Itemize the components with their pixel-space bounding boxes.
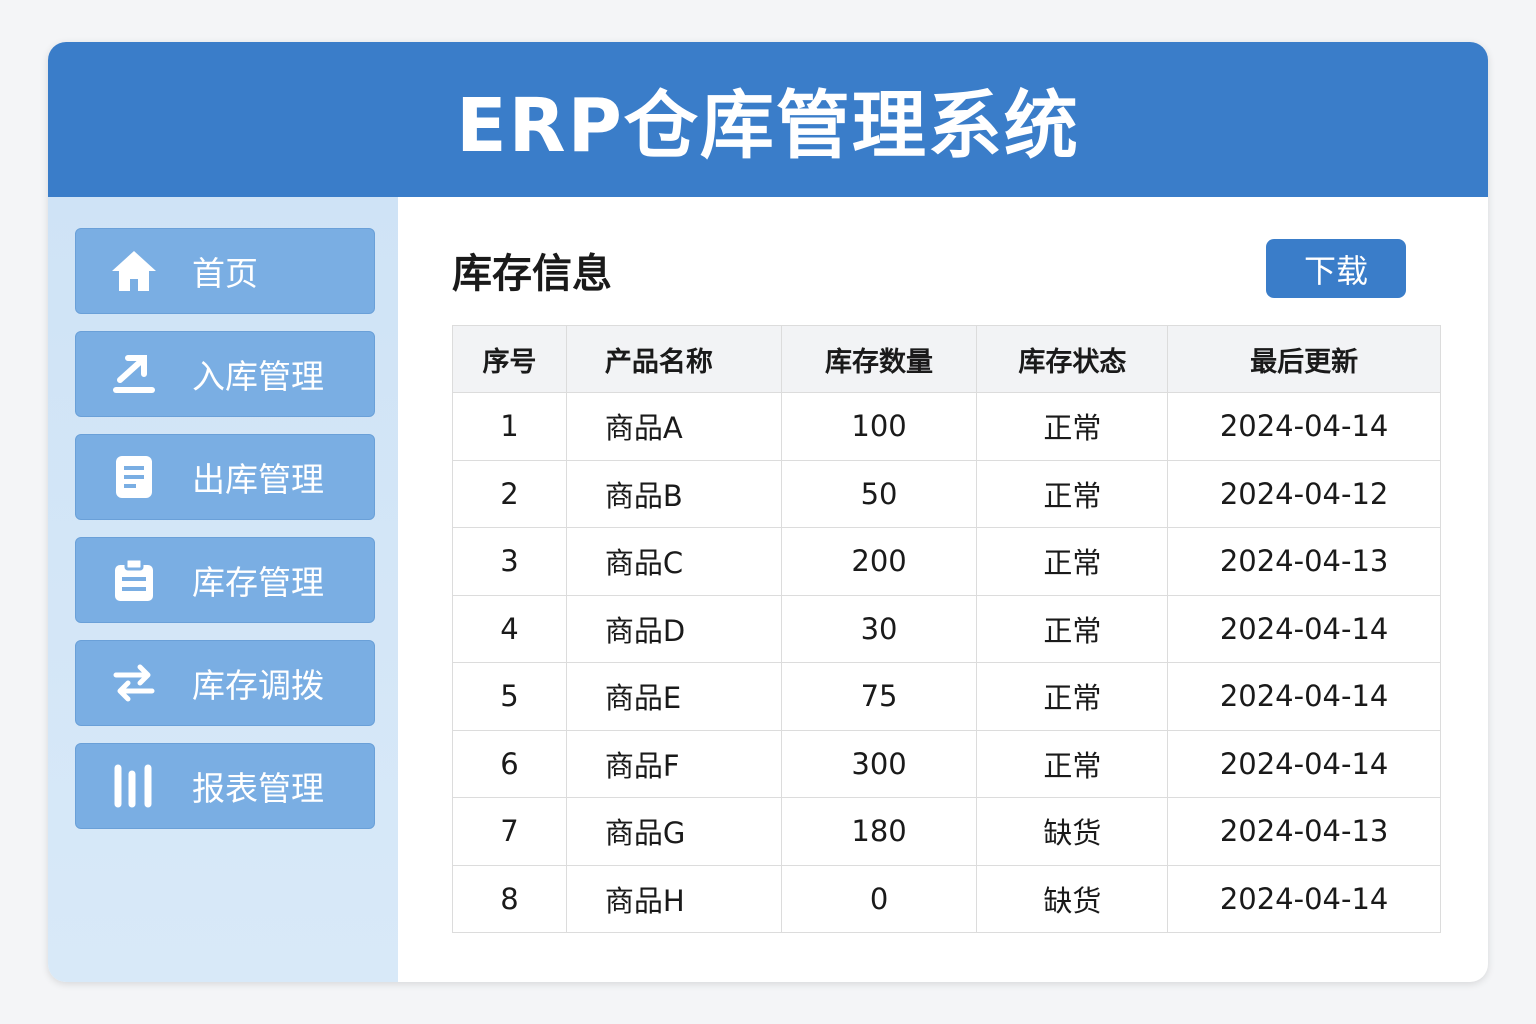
download-button[interactable]: 下载 [1266, 239, 1406, 298]
table-cell: 2024-04-14 [1167, 392, 1441, 461]
table-cell: 正常 [976, 527, 1169, 596]
table-cell: 0 [780, 864, 978, 933]
table-cell: 2024-04-14 [1167, 864, 1441, 933]
table-cell: 2024-04-12 [1167, 459, 1441, 528]
page-title: 库存信息 [452, 251, 612, 297]
app-header: ERP仓库管理系统 [48, 42, 1488, 197]
sidebar-item-label: 库存调拨 [192, 666, 324, 705]
sidebar-item-2[interactable]: 出库管理 [75, 434, 375, 520]
table-cell: 2024-04-14 [1167, 594, 1441, 663]
column-header: 序号 [452, 325, 567, 393]
table-row[interactable]: 3 商品C 200 正常 2024-04-13 [452, 527, 1441, 596]
table-row[interactable]: 1 商品A 100 正常 2024-04-14 [452, 392, 1441, 461]
app-window: ERP仓库管理系统 首页入库管理出库管理库存管理库存调拨报表管理 库存信息 下载… [48, 42, 1488, 982]
table-row[interactable]: 2 商品B 50 正常 2024-04-12 [452, 459, 1441, 528]
home-icon [76, 249, 192, 293]
table-cell: 商品E [565, 662, 782, 731]
sidebar: 首页入库管理出库管理库存管理库存调拨报表管理 [48, 197, 398, 982]
table-row[interactable]: 6 商品F 300 正常 2024-04-14 [452, 729, 1441, 798]
table-cell: 商品G [565, 797, 782, 866]
table-cell: 3 [452, 527, 567, 596]
table-cell: 商品H [565, 864, 782, 933]
table-cell: 2 [452, 459, 567, 528]
sidebar-item-1[interactable]: 入库管理 [75, 331, 375, 417]
main-content: 库存信息 下载 序号 产品名称 库存数量 库存状态 最后更新 1 商品A 100 正常 2024… [398, 197, 1488, 982]
inventory-table: 序号 产品名称 库存数量 库存状态 最后更新 1 商品A 100 正常 2024-04-14 2 商… [452, 325, 1441, 933]
upload-icon [76, 352, 192, 396]
sidebar-item-label: 入库管理 [192, 357, 324, 396]
table-cell: 1 [452, 392, 567, 461]
column-header: 库存数量 [780, 325, 978, 393]
table-cell: 2024-04-13 [1167, 527, 1441, 596]
table-cell: 30 [780, 594, 978, 663]
table-cell: 缺货 [976, 797, 1169, 866]
table-cell: 商品A [565, 392, 782, 461]
sidebar-item-3[interactable]: 库存管理 [75, 537, 375, 623]
clipboard-icon [76, 557, 192, 603]
sidebar-item-5[interactable]: 报表管理 [75, 743, 375, 829]
table-cell: 75 [780, 662, 978, 731]
table-cell: 6 [452, 729, 567, 798]
table-row[interactable]: 7 商品G 180 缺货 2024-04-13 [452, 797, 1441, 866]
table-cell: 正常 [976, 729, 1169, 798]
table-cell: 50 [780, 459, 978, 528]
table-cell: 4 [452, 594, 567, 663]
table-cell: 2024-04-13 [1167, 797, 1441, 866]
table-cell: 5 [452, 662, 567, 731]
table-cell: 2024-04-14 [1167, 729, 1441, 798]
column-header: 库存状态 [976, 325, 1169, 393]
table-cell: 商品F [565, 729, 782, 798]
table-cell: 商品C [565, 527, 782, 596]
table-cell: 100 [780, 392, 978, 461]
app-title: ERP仓库管理系统 [456, 83, 1080, 169]
column-header: 最后更新 [1167, 325, 1441, 393]
bar-chart-icon [76, 764, 192, 808]
sidebar-item-label: 出库管理 [192, 460, 324, 499]
table-row[interactable]: 5 商品E 75 正常 2024-04-14 [452, 662, 1441, 731]
sidebar-item-4[interactable]: 库存调拨 [75, 640, 375, 726]
table-row[interactable]: 4 商品D 30 正常 2024-04-14 [452, 594, 1441, 663]
column-header: 产品名称 [565, 325, 782, 393]
table-cell: 正常 [976, 662, 1169, 731]
sidebar-item-label: 库存管理 [192, 563, 324, 602]
document-icon [76, 454, 192, 500]
table-cell: 商品D [565, 594, 782, 663]
table-cell: 2024-04-14 [1167, 662, 1441, 731]
sidebar-item-label: 报表管理 [192, 769, 324, 808]
table-cell: 300 [780, 729, 978, 798]
table-cell: 正常 [976, 459, 1169, 528]
sidebar-item-label: 首页 [192, 254, 258, 293]
table-cell: 正常 [976, 392, 1169, 461]
table-cell: 8 [452, 864, 567, 933]
table-cell: 正常 [976, 594, 1169, 663]
table-cell: 缺货 [976, 864, 1169, 933]
transfer-arrows-icon [76, 663, 192, 703]
table-cell: 7 [452, 797, 567, 866]
table-cell: 商品B [565, 459, 782, 528]
table-header-row: 序号 产品名称 库存数量 库存状态 最后更新 [452, 325, 1441, 393]
table-row[interactable]: 8 商品H 0 缺货 2024-04-14 [452, 864, 1441, 933]
table-cell: 180 [780, 797, 978, 866]
table-cell: 200 [780, 527, 978, 596]
sidebar-item-0[interactable]: 首页 [75, 228, 375, 314]
